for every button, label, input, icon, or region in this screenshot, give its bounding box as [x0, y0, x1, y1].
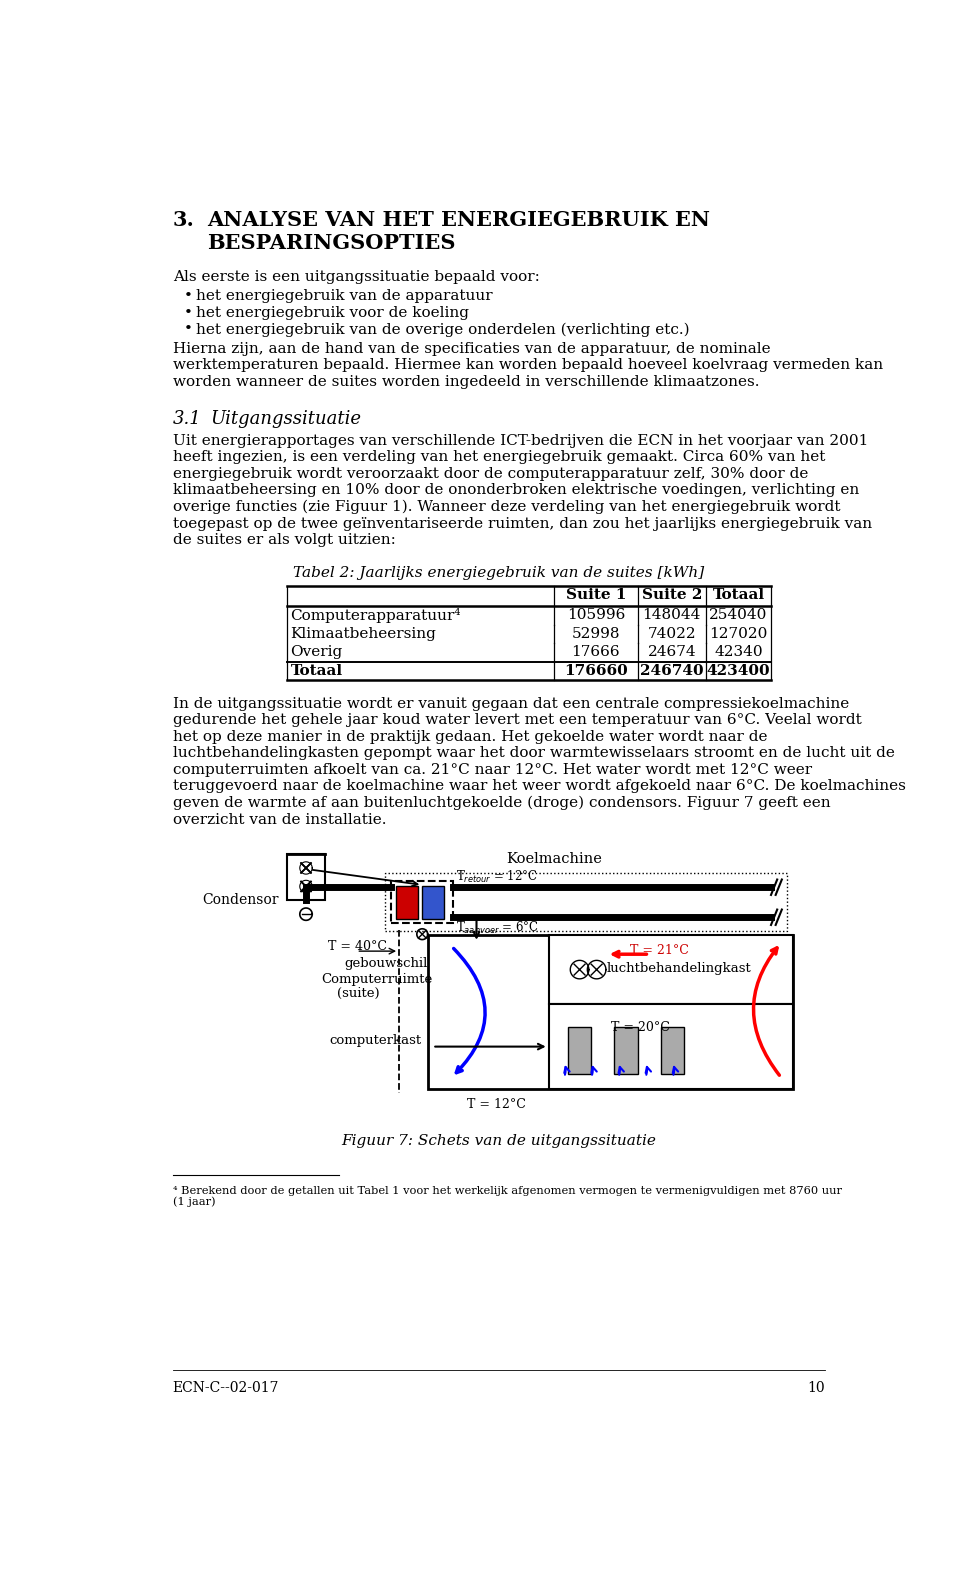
Text: 423400: 423400 [707, 665, 770, 679]
Text: 105996: 105996 [566, 608, 625, 622]
Text: Overig: Overig [291, 646, 343, 660]
Text: het energiegebruik voor de koeling: het energiegebruik voor de koeling [196, 306, 468, 319]
Text: 74022: 74022 [647, 627, 696, 641]
Text: het op deze manier in de praktijk gedaan. Het gekoelde water wordt naar de: het op deze manier in de praktijk gedaan… [173, 731, 767, 743]
Text: 254040: 254040 [709, 608, 768, 622]
Text: Suite 2: Suite 2 [641, 588, 702, 602]
Text: ECN-C--02-017: ECN-C--02-017 [173, 1381, 279, 1395]
Text: In de uitgangssituatie wordt er vanuit gegaan dat een centrale compressiekoelmac: In de uitgangssituatie wordt er vanuit g… [173, 696, 849, 710]
Text: computerruimten afkoelt van ca. 21°C naar 12°C. Het water wordt met 12°C weer: computerruimten afkoelt van ca. 21°C naa… [173, 764, 812, 778]
Text: klimaatbeheersing en 10% door de ononderbroken elektrische voedingen, verlichtin: klimaatbeheersing en 10% door de ononder… [173, 484, 859, 498]
Text: 3.1: 3.1 [173, 410, 202, 427]
Bar [614, 1027, 637, 1073]
Text: gedurende het gehele jaar koud water levert met een temperatuur van 6°C. Veelal : gedurende het gehele jaar koud water lev… [173, 713, 861, 727]
Text: Koelmachine: Koelmachine [506, 851, 602, 866]
Text: (1 jaar): (1 jaar) [173, 1197, 215, 1207]
Text: •: • [183, 289, 192, 303]
Text: heeft ingezien, is een verdeling van het energiegebruik gemaakt. Circa 60% van h: heeft ingezien, is een verdeling van het… [173, 451, 825, 465]
Text: T = 21°C: T = 21°C [630, 944, 689, 957]
Text: Tabel 2: Jaarlijks energiegebruik van de suites [kWh]: Tabel 2: Jaarlijks energiegebruik van de… [294, 566, 705, 580]
Text: geven de warmte af aan buitenluchtgekoelde (droge) condensors. Figuur 7 geeft ee: geven de warmte af aan buitenluchtgekoel… [173, 796, 830, 811]
Text: worden wanneer de suites worden ingedeeld in verschillende klimaatzones.: worden wanneer de suites worden ingedeel… [173, 375, 759, 390]
Bar [422, 886, 444, 919]
Text: computerkast: computerkast [329, 1034, 421, 1046]
Text: BESPARINGSOPTIES: BESPARINGSOPTIES [206, 233, 455, 253]
Text: ANALYSE VAN HET ENERGIEGEBRUIK EN: ANALYSE VAN HET ENERGIEGEBRUIK EN [206, 211, 709, 229]
Text: Uitgangssituatie: Uitgangssituatie [210, 410, 361, 427]
Text: Uit energierapportages van verschillende ICT-bedrijven die ECN in het voorjaar v: Uit energierapportages van verschillende… [173, 434, 868, 448]
Text: Klimaatbeheersing: Klimaatbeheersing [291, 627, 437, 641]
Bar [548, 1004, 793, 1089]
Text: 10: 10 [807, 1381, 826, 1395]
Text: 17666: 17666 [571, 646, 620, 660]
Text: Figuur 7: Schets van de uitgangssituatie: Figuur 7: Schets van de uitgangssituatie [342, 1134, 657, 1148]
Text: T = 12°C: T = 12°C [468, 1098, 526, 1111]
Text: teruggevoerd naar de koelmachine waar het weer wordt afgekoeld naar 6°C. De koel: teruggevoerd naar de koelmachine waar he… [173, 779, 905, 793]
Bar [428, 935, 793, 1089]
Text: (suite): (suite) [337, 987, 379, 1001]
Text: toegepast op de twee geïnventariseerde ruimten, dan zou het jaarlijks energiegeb: toegepast op de twee geïnventariseerde r… [173, 517, 872, 531]
Text: het energiegebruik van de overige onderdelen (verlichting etc.): het energiegebruik van de overige onderd… [196, 322, 689, 336]
Text: Totaal: Totaal [291, 665, 343, 679]
Text: 3.: 3. [173, 211, 195, 229]
Bar [568, 1027, 591, 1073]
Bar [392, 881, 453, 924]
Text: Condensor: Condensor [203, 892, 278, 906]
Text: •: • [183, 322, 192, 336]
Text: T = 40°C: T = 40°C [328, 941, 388, 954]
Text: 246740: 246740 [640, 665, 704, 679]
Text: 127020: 127020 [709, 627, 768, 641]
Text: de suites er als volgt uitzien:: de suites er als volgt uitzien: [173, 533, 396, 547]
Text: overige functies (zie Figuur 1). Wanneer deze verdeling van het energiegebruik w: overige functies (zie Figuur 1). Wanneer… [173, 500, 840, 514]
Bar [548, 935, 793, 1004]
Bar [396, 886, 418, 919]
Text: T$_{aanvoer}$ = 6°C: T$_{aanvoer}$ = 6°C [456, 919, 540, 936]
Text: Computerruimte: Computerruimte [322, 974, 433, 987]
Text: 52998: 52998 [571, 627, 620, 641]
Text: 42340: 42340 [714, 646, 763, 660]
Text: luchtbehandelingkasten gepompt waar het door warmtewisselaars stroomt en de luch: luchtbehandelingkasten gepompt waar het … [173, 746, 895, 760]
Bar [660, 1027, 684, 1073]
Text: luchtbehandelingkast: luchtbehandelingkast [607, 961, 752, 976]
Text: •: • [183, 306, 192, 319]
Text: T = 20°C: T = 20°C [611, 1021, 669, 1034]
Text: 24674: 24674 [647, 646, 696, 660]
Text: 176660: 176660 [564, 665, 628, 679]
Text: Hierna zijn, aan de hand van de specificaties van de apparatuur, de nominale: Hierna zijn, aan de hand van de specific… [173, 342, 770, 355]
Text: Totaal: Totaal [712, 588, 764, 602]
Text: ⁴ Berekend door de getallen uit Tabel 1 voor het werkelijk afgenomen vermogen te: ⁴ Berekend door de getallen uit Tabel 1 … [173, 1186, 842, 1196]
Text: gebouwschil: gebouwschil [345, 957, 428, 969]
Bar [385, 873, 786, 932]
Text: Als eerste is een uitgangssituatie bepaald voor:: Als eerste is een uitgangssituatie bepaa… [173, 270, 540, 284]
Text: het energiegebruik van de apparatuur: het energiegebruik van de apparatuur [196, 289, 492, 303]
Text: overzicht van de installatie.: overzicht van de installatie. [173, 812, 386, 826]
Text: T$_{retour}$ = 12°C: T$_{retour}$ = 12°C [456, 869, 539, 884]
Text: werktemperaturen bepaald. Hiermee kan worden bepaald hoeveel koelvraag vermeden : werktemperaturen bepaald. Hiermee kan wo… [173, 358, 883, 372]
Bar [287, 855, 325, 900]
Text: Suite 1: Suite 1 [565, 588, 626, 602]
Text: energiegebruik wordt veroorzaakt door de computerapparatuur zelf, 30% door de: energiegebruik wordt veroorzaakt door de… [173, 467, 808, 481]
Text: Computerapparatuur⁴: Computerapparatuur⁴ [291, 608, 461, 624]
Text: 148044: 148044 [642, 608, 701, 622]
